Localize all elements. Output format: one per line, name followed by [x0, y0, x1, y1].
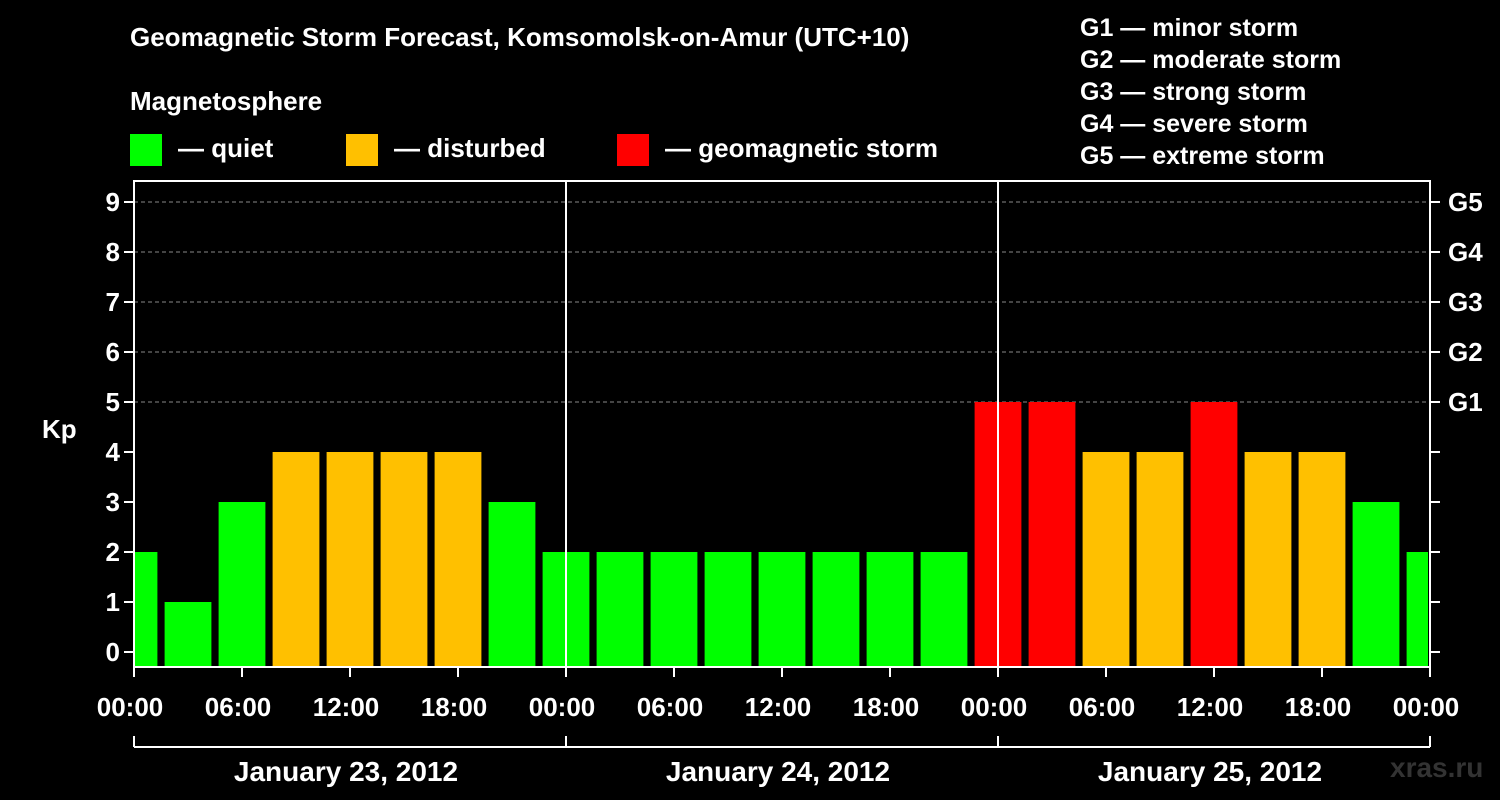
x-tick-label-4: 00:00 [529, 692, 596, 722]
x-tick-label-10: 12:00 [1177, 692, 1244, 722]
x-tick-label-9: 06:00 [1069, 692, 1136, 722]
g-label-g2: G2 [1448, 337, 1483, 367]
y-tick-label-6: 6 [106, 337, 120, 367]
y-tick-label-5: 5 [106, 387, 120, 417]
y-axis-label: Kp [42, 414, 77, 444]
y-tick-label-7: 7 [106, 287, 120, 317]
g-label-g3: G3 [1448, 287, 1483, 317]
kp-bar-19 [1136, 452, 1184, 667]
kp-bar-13 [812, 552, 860, 667]
x-tick-label-6: 12:00 [745, 692, 812, 722]
x-tick-label-2: 12:00 [313, 692, 380, 722]
g-scale-g2: G2 — moderate storm [1080, 46, 1342, 74]
y-tick-label-2: 2 [106, 537, 120, 567]
legend-label-storm: — geomagnetic storm [665, 133, 939, 163]
kp-bar-2 [218, 502, 266, 667]
g-label-g1: G1 [1448, 387, 1483, 417]
g-scale-legend: G1 — minor storm G2 — moderate storm G3 … [1080, 12, 1341, 172]
legend-label-quiet: — quiet [178, 133, 274, 163]
legend-swatch-disturbed [346, 134, 378, 166]
kp-bar-24 [1406, 552, 1428, 667]
day-label-2: January 25, 2012 [1098, 756, 1322, 787]
y-tick-label-0: 0 [106, 637, 120, 667]
tick-labels: 0 1 2 3 4 5 6 7 8 9 G1 G2 G3 G4 G5 Kp 00:00 06:00 12:00 18:… [42, 187, 1483, 787]
g-scale-g1: G1 — minor storm [1080, 14, 1299, 42]
day-label-1: January 24, 2012 [666, 756, 890, 787]
y-tick-label-9: 9 [106, 187, 120, 217]
axes [124, 180, 1440, 748]
x-tick-label-1: 06:00 [205, 692, 272, 722]
kp-bar-20 [1190, 402, 1238, 667]
y-tick-label-4: 4 [106, 437, 121, 467]
g-label-g4: G4 [1448, 237, 1483, 267]
watermark: xras.ru [1390, 752, 1484, 783]
legend-swatch-storm [617, 134, 649, 166]
y-tick-label-1: 1 [106, 587, 120, 617]
kp-bar-21 [1244, 452, 1292, 667]
kp-bar-0 [135, 552, 158, 667]
grid-lines [134, 201, 1430, 403]
g-scale-g4: G4 — severe storm [1080, 110, 1308, 138]
x-tick-label-11: 18:00 [1285, 692, 1352, 722]
kp-bar-22 [1298, 452, 1346, 667]
kp-bar-3 [272, 452, 320, 667]
kp-bar-15 [920, 552, 968, 667]
kp-bar-7 [488, 502, 536, 667]
kp-bar-10 [650, 552, 698, 667]
x-tick-label-3: 18:00 [421, 692, 488, 722]
x-tick-label-7: 18:00 [853, 692, 920, 722]
g-label-g5: G5 [1448, 187, 1483, 217]
legend-swatch-quiet [130, 134, 162, 166]
x-tick-label-5: 06:00 [637, 692, 704, 722]
kp-bar-12 [758, 552, 806, 667]
y-tick-label-3: 3 [106, 487, 120, 517]
kp-bar-17 [1028, 402, 1076, 667]
kp-bar-5 [380, 452, 428, 667]
kp-bar-18 [1082, 452, 1130, 667]
legend-label-disturbed: — disturbed [394, 133, 546, 163]
kp-bar-14 [866, 552, 914, 667]
kp-bar-11 [704, 552, 752, 667]
kp-bar-4 [326, 452, 374, 667]
chart-title: Geomagnetic Storm Forecast, Komsomolsk-o… [130, 22, 910, 52]
y-tick-label-8: 8 [106, 237, 120, 267]
kp-bars [135, 402, 1428, 667]
kp-bar-9 [596, 552, 644, 667]
kp-bar-23 [1352, 502, 1400, 667]
legend-heading: Magnetosphere [130, 86, 323, 116]
day-label-0: January 23, 2012 [234, 756, 458, 787]
x-tick-label-0: 00:00 [97, 692, 164, 722]
g-scale-g5: G5 — extreme storm [1080, 142, 1325, 170]
g-scale-g3: G3 — strong storm [1080, 78, 1307, 106]
kp-bar-6 [434, 452, 482, 667]
x-tick-label-8: 00:00 [961, 692, 1028, 722]
x-tick-label-12: 00:00 [1393, 692, 1460, 722]
kp-bar-1 [164, 602, 212, 667]
